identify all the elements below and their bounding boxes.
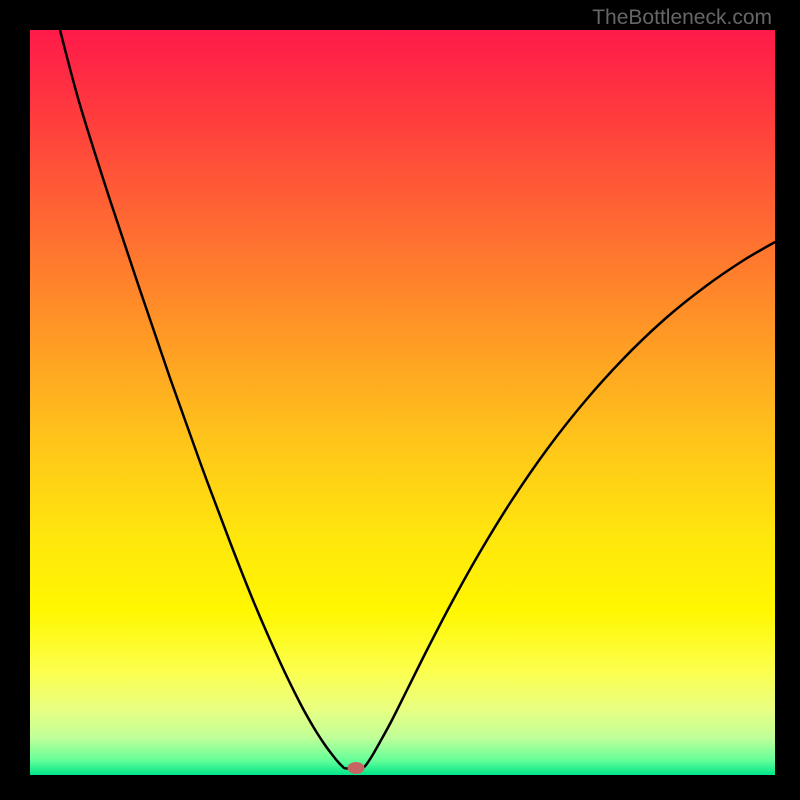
watermark-text: TheBottleneck.com [592, 6, 772, 30]
plot-area [30, 30, 775, 775]
curve-left-path [60, 30, 346, 769]
minimum-marker [348, 762, 365, 774]
curve-overlay [30, 30, 775, 775]
curve-right-path [363, 242, 775, 768]
chart-container: TheBottleneck.com [0, 0, 800, 800]
